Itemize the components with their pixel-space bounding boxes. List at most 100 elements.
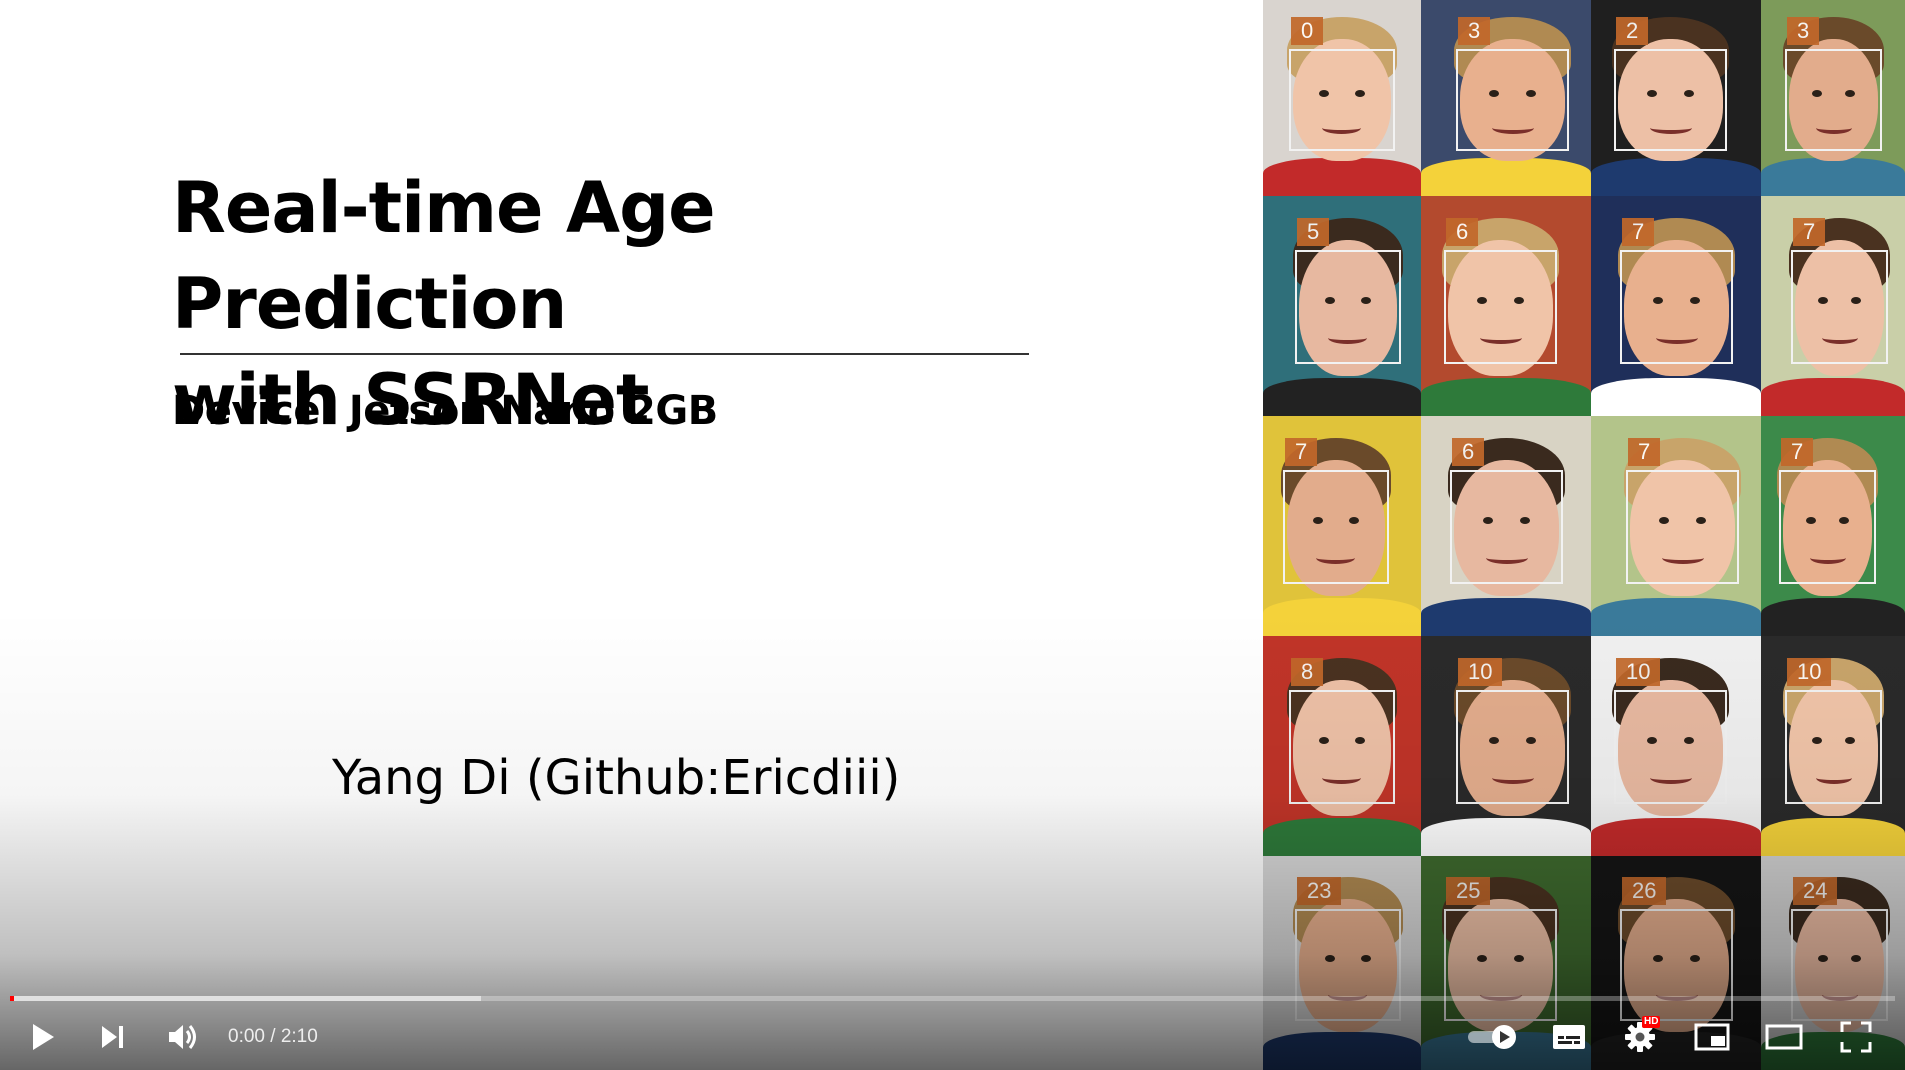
face-shape — [1287, 460, 1385, 596]
face-tile: 7 — [1591, 196, 1761, 416]
face-bounding-box — [1456, 690, 1569, 804]
eye-shape — [1325, 297, 1335, 304]
age-label: 7 — [1781, 438, 1814, 466]
age-label: 7 — [1285, 438, 1318, 466]
age-label: 26 — [1622, 877, 1667, 905]
face-bounding-box — [1620, 250, 1733, 364]
face-bounding-box — [1785, 690, 1882, 804]
face-shape — [1618, 39, 1723, 161]
age-label: 6 — [1452, 438, 1485, 466]
age-label: 25 — [1446, 877, 1491, 905]
face-bounding-box — [1614, 49, 1727, 151]
eye-shape — [1477, 297, 1487, 304]
face-bounding-box — [1620, 909, 1733, 1021]
eye-shape — [1690, 297, 1700, 304]
slide-subtitle: Device: Jetson Nano 2GB — [172, 388, 718, 434]
eye-shape — [1355, 90, 1365, 97]
eye-shape — [1483, 517, 1493, 524]
face-tile: 6 — [1421, 416, 1591, 636]
miniplayer-button[interactable] — [1686, 1010, 1738, 1064]
mouth-shape — [1650, 122, 1692, 134]
miniplayer-icon — [1694, 1023, 1730, 1051]
autoplay-toggle-icon — [1468, 1025, 1516, 1049]
eye-shape — [1684, 90, 1694, 97]
face-bounding-box — [1295, 250, 1401, 364]
eye-shape — [1851, 297, 1861, 304]
face-shape — [1460, 39, 1565, 161]
mouth-shape — [1810, 552, 1846, 564]
eye-shape — [1313, 517, 1323, 524]
eye-shape — [1489, 90, 1499, 97]
face-tile: 0 — [1263, 0, 1421, 196]
progress-bar[interactable] — [10, 996, 1895, 1001]
volume-button[interactable] — [158, 1010, 208, 1064]
shirt-shape — [1263, 378, 1421, 416]
age-label: 8 — [1291, 658, 1324, 686]
eye-shape — [1696, 517, 1706, 524]
shirt-shape — [1591, 598, 1761, 636]
mouth-shape — [1822, 332, 1858, 344]
autoplay-toggle[interactable] — [1462, 1010, 1522, 1064]
settings-button[interactable]: HD — [1614, 1010, 1666, 1064]
time-separator: / — [270, 1026, 276, 1047]
mouth-shape — [1486, 552, 1528, 564]
eye-shape — [1647, 90, 1657, 97]
next-button[interactable] — [88, 1010, 138, 1064]
eye-shape — [1526, 90, 1536, 97]
volume-icon — [169, 1025, 196, 1049]
age-label: 3 — [1458, 17, 1491, 45]
eye-shape — [1806, 517, 1816, 524]
age-label: 24 — [1793, 877, 1838, 905]
age-label: 7 — [1622, 218, 1655, 246]
play-button[interactable] — [18, 1010, 68, 1064]
fullscreen-icon — [1840, 1021, 1872, 1053]
shirt-shape — [1761, 378, 1905, 416]
slide-author: Yang Di (Github:Ericdiii) — [332, 750, 901, 806]
time-duration: 2:10 — [280, 1026, 318, 1047]
face-shape — [1448, 240, 1553, 376]
subtitles-button[interactable] — [1544, 1010, 1594, 1064]
shirt-shape — [1591, 158, 1761, 196]
face-tile: 7 — [1761, 196, 1905, 416]
theater-mode-button[interactable] — [1758, 1010, 1810, 1064]
face-shape — [1789, 39, 1878, 161]
face-shape — [1630, 460, 1735, 596]
shirt-shape — [1263, 598, 1421, 636]
face-bounding-box — [1289, 49, 1395, 151]
skip-next-icon — [102, 1026, 123, 1048]
face-tile: 2 — [1591, 0, 1761, 196]
eye-shape — [1653, 297, 1663, 304]
face-bounding-box — [1614, 690, 1727, 804]
face-tile: 10 — [1421, 636, 1591, 856]
eye-shape — [1361, 297, 1371, 304]
age-label: 10 — [1787, 658, 1832, 686]
face-tile: 8 — [1263, 636, 1421, 856]
shirt-shape — [1421, 158, 1591, 196]
gear-icon — [1625, 1022, 1655, 1052]
fullscreen-button[interactable] — [1830, 1010, 1882, 1064]
face-bounding-box — [1444, 250, 1557, 364]
hd-badge: HD — [1642, 1016, 1661, 1028]
mouth-shape — [1328, 332, 1367, 344]
shirt-shape — [1263, 158, 1421, 196]
face-tile: 3 — [1421, 0, 1591, 196]
eye-shape — [1845, 90, 1855, 97]
shirt-shape — [1591, 378, 1761, 416]
play-icon — [33, 1024, 54, 1050]
face-shape — [1624, 240, 1729, 376]
mouth-shape — [1492, 122, 1534, 134]
eye-shape — [1520, 517, 1530, 524]
age-label: 7 — [1628, 438, 1661, 466]
face-bounding-box — [1785, 49, 1882, 151]
mouth-shape — [1322, 122, 1361, 134]
progress-buffered — [10, 996, 482, 1001]
face-bounding-box — [1289, 690, 1395, 804]
face-bounding-box — [1626, 470, 1739, 584]
face-shape — [1783, 460, 1872, 596]
slide-title: Real-time Age Prediction with SSRNet — [172, 160, 1072, 448]
eye-shape — [1349, 517, 1359, 524]
shirt-shape — [1591, 818, 1761, 856]
face-tile: 10 — [1761, 636, 1905, 856]
